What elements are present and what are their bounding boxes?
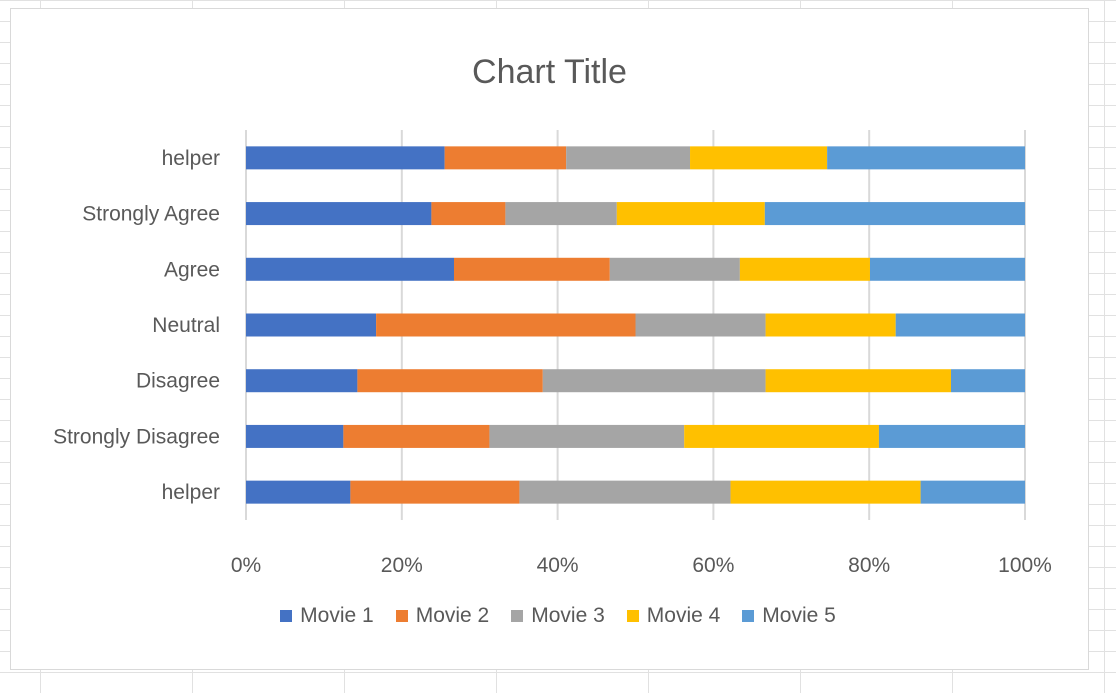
legend-item: Movie 3	[511, 604, 605, 628]
bar-segment	[684, 424, 879, 448]
x-tick-label: 80%	[848, 554, 890, 577]
bar-segment	[343, 424, 490, 448]
bar-segment	[431, 202, 506, 226]
y-category-label: helper	[162, 481, 220, 504]
legend-swatch	[395, 610, 408, 622]
bar-segment	[453, 257, 610, 281]
bar-segment	[878, 424, 1025, 448]
legend-label: Movie 4	[646, 604, 721, 627]
bar-segment	[827, 146, 1025, 170]
bar-segment	[444, 146, 567, 170]
bar-segment	[376, 313, 636, 337]
x-tick-label: 100%	[998, 554, 1052, 577]
bar-segment	[616, 202, 765, 226]
x-tick-label: 60%	[692, 554, 734, 577]
bar-segment	[246, 202, 432, 226]
legend-swatch	[280, 610, 293, 622]
legend-item: Movie 5	[742, 604, 836, 628]
bar-segment	[764, 202, 1025, 226]
bar-segment	[246, 146, 445, 170]
x-tick-label: 20%	[381, 554, 423, 577]
bar-segment	[566, 146, 691, 170]
bar-segment	[246, 424, 344, 448]
bar-segment	[920, 480, 1025, 504]
bar-segment	[895, 313, 1025, 337]
bar-segment	[869, 257, 1025, 281]
y-category-label: Agree	[164, 258, 220, 281]
y-category-label: Neutral	[152, 314, 220, 337]
bar-segment	[739, 257, 870, 281]
chart-area[interactable]: Chart Title	[10, 8, 1089, 670]
bar-segment	[246, 313, 377, 337]
bar-segment	[730, 480, 921, 504]
legend-item: Movie 4	[626, 604, 721, 628]
legend-label: Movie 3	[531, 604, 605, 627]
legend-swatch	[742, 610, 755, 622]
y-category-label: Disagree	[136, 370, 220, 393]
legend-swatch	[626, 610, 639, 622]
legend-label: Movie 2	[415, 604, 490, 627]
bar-segment	[690, 146, 828, 170]
bar-segment	[350, 480, 520, 504]
legend-label: Movie 5	[762, 604, 836, 627]
bar-segment	[246, 480, 351, 504]
bar-segment	[246, 257, 454, 281]
x-tick-label: 0%	[231, 554, 261, 577]
bar-segment	[765, 369, 951, 393]
bar-segment	[609, 257, 740, 281]
y-category-label: Strongly Agree	[82, 203, 220, 226]
legend-item: Movie 1	[280, 604, 374, 628]
legend-item: Movie 2	[395, 604, 490, 628]
legend: Movie 1 Movie 2 Movie 3 Movie 4 Movie 5	[0, 604, 1116, 628]
bar-segment	[519, 480, 731, 504]
bar-segment	[950, 369, 1025, 393]
bar-segment	[765, 313, 896, 337]
legend-label: Movie 1	[300, 604, 374, 627]
bar-segment	[542, 369, 766, 393]
bar-segment	[246, 369, 358, 393]
bar-segment	[505, 202, 617, 226]
x-tick-label: 40%	[537, 554, 579, 577]
bar-segment	[635, 313, 766, 337]
y-category-label: Strongly Disagree	[53, 425, 220, 448]
bar-segment	[489, 424, 685, 448]
legend-swatch	[511, 610, 524, 622]
y-category-label: helper	[162, 147, 220, 170]
chart-title: Chart Title	[472, 53, 627, 91]
bar-segment	[357, 369, 543, 393]
